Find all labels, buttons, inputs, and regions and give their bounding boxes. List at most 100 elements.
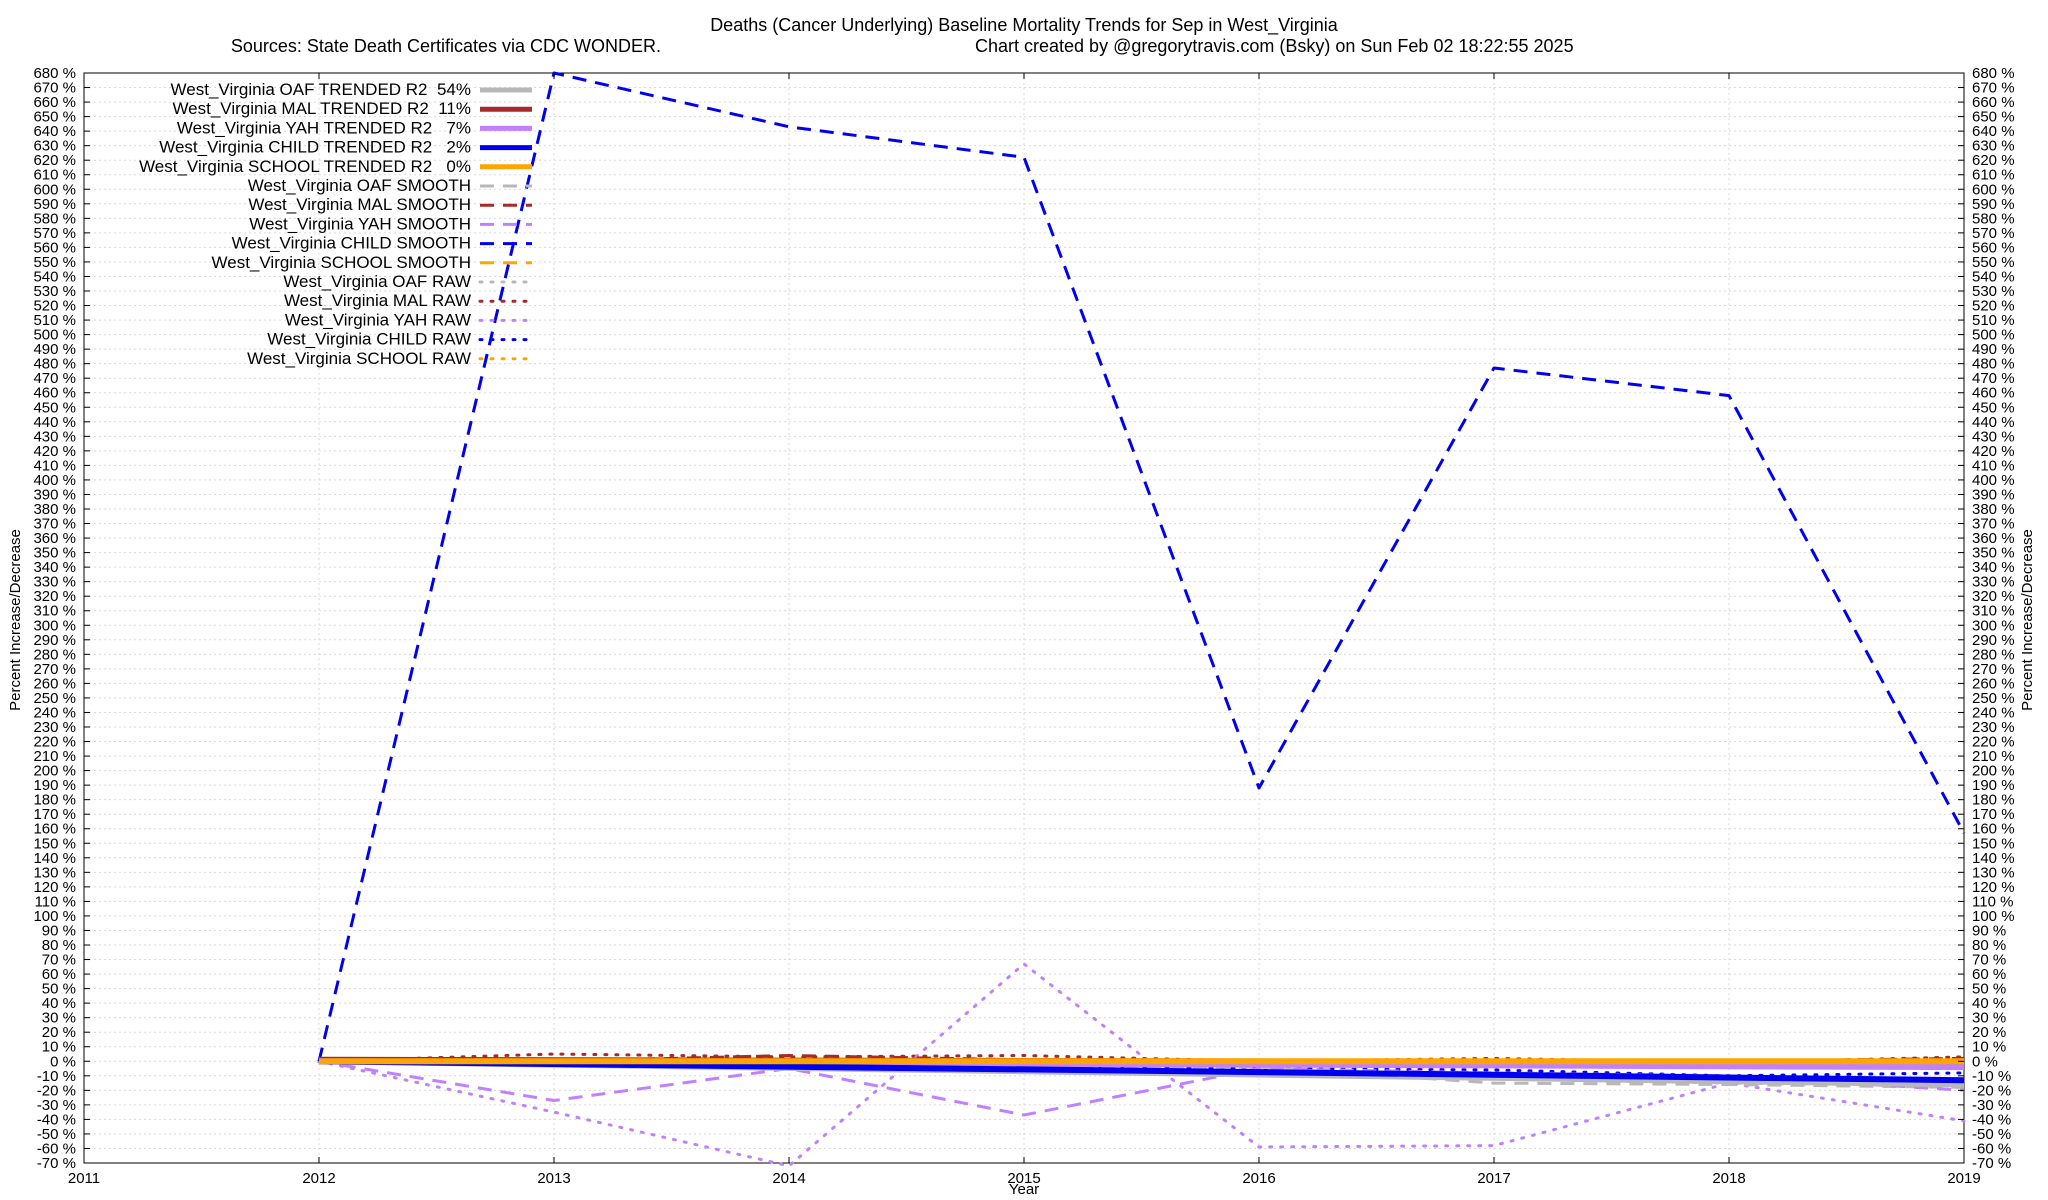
y-tick-label-left: 420 % (33, 443, 76, 460)
y-tick-label-left: 580 % (33, 210, 76, 227)
y-tick-label-left: 450 % (33, 399, 76, 416)
y-tick-label-right: 20 % (1972, 1024, 2006, 1041)
y-tick-label-right: 0 % (1972, 1053, 1998, 1070)
y-tick-label-left: 570 % (33, 225, 76, 242)
y-tick-label-right: 170 % (1972, 806, 2015, 823)
y-tick-label-left: 630 % (33, 138, 76, 155)
series-lines (317, 71, 1966, 1168)
x-tick-label: 2013 (537, 1170, 570, 1187)
y-tick-label-right: 200 % (1972, 763, 2015, 780)
y-tick-label-right: 250 % (1972, 690, 2015, 707)
y-tick-label-right: 320 % (1972, 588, 2015, 605)
series-line-west-virginia-child-trended-r2-2 (318, 1058, 1965, 1084)
legend-label-west-virginia-oaf-trended-r2-54: West_Virginia OAF TRENDED R2 54% (171, 80, 471, 99)
y-tick-label-left: 180 % (33, 792, 76, 809)
y-tick-label-right: 270 % (1972, 661, 2015, 678)
y-tick-label-left: 270 % (33, 661, 76, 678)
y-tick-label-left: 550 % (33, 254, 76, 271)
y-tick-label-right: 600 % (1972, 181, 2015, 198)
y-tick-label-right: 580 % (1972, 210, 2015, 227)
y-tick-label-right: 30 % (1972, 1010, 2006, 1027)
legend-label-west-virginia-oaf-smooth: West_Virginia OAF SMOOTH (248, 176, 471, 195)
y-tick-label-left: 80 % (42, 937, 76, 954)
y-tick-label-right: 570 % (1972, 225, 2015, 242)
y-tick-label-left: 620 % (33, 152, 76, 169)
y-tick-label-left: 560 % (33, 239, 76, 256)
y-tick-label-left: 330 % (33, 574, 76, 591)
y-tick-label-left: -20 % (37, 1082, 76, 1099)
y-axis-title-left: Percent Increase/Decrease (7, 529, 24, 711)
y-tick-label-left: -30 % (37, 1097, 76, 1114)
y-tick-label-left: 480 % (33, 356, 76, 373)
x-tick-label: 2015 (1007, 1170, 1040, 1187)
y-tick-label-left: 140 % (33, 850, 76, 867)
y-tick-label-right: 340 % (1972, 559, 2015, 576)
y-tick-label-right: 480 % (1972, 356, 2015, 373)
chart-source-note: Sources: State Death Certificates via CD… (231, 36, 661, 56)
y-tick-label-right: 350 % (1972, 545, 2015, 562)
y-tick-label-right: 410 % (1972, 457, 2015, 474)
y-tick-label-right: 140 % (1972, 850, 2015, 867)
y-tick-label-right: 460 % (1972, 385, 2015, 402)
y-tick-label-right: 300 % (1972, 617, 2015, 634)
y-tick-label-left: 150 % (33, 835, 76, 852)
y-tick-label-right: 590 % (1972, 196, 2015, 213)
y-tick-label-right: 450 % (1972, 399, 2015, 416)
y-tick-label-right: 630 % (1972, 138, 2015, 155)
y-tick-label-left: 110 % (35, 893, 76, 910)
y-tick-label-left: 280 % (33, 646, 76, 663)
y-tick-label-left: 290 % (33, 632, 76, 649)
legend-label-west-virginia-mal-raw: West_Virginia MAL RAW (284, 291, 471, 310)
y-tick-label-left: 200 % (33, 763, 76, 780)
y-tick-label-right: 70 % (1972, 952, 2006, 969)
y-tick-label-left: 410 % (33, 457, 76, 474)
y-tick-label-left: 320 % (33, 588, 76, 605)
y-tick-label-right: 380 % (1972, 501, 2015, 518)
x-tick-label: 2014 (772, 1170, 805, 1187)
y-tick-label-right: 430 % (1972, 428, 2015, 445)
legend-label-west-virginia-yah-raw: West_Virginia YAH RAW (285, 310, 471, 329)
y-tick-label-right: 240 % (1972, 704, 2015, 721)
legend: West_Virginia OAF TRENDED R2 54%West_Vir… (139, 80, 534, 368)
y-tick-label-left: 160 % (33, 821, 76, 838)
y-tick-label-left: 390 % (33, 486, 76, 503)
y-tick-label-right: 530 % (1972, 283, 2015, 300)
y-tick-label-left: 190 % (33, 777, 76, 794)
y-axis-title-right: Percent Increase/Decrease (2019, 529, 2036, 711)
y-tick-label-right: 560 % (1972, 239, 2015, 256)
y-tick-label-left: 370 % (33, 516, 76, 533)
y-tick-label-left: 650 % (33, 109, 76, 126)
y-tick-label-left: -60 % (37, 1140, 76, 1157)
y-tick-label-right: 510 % (1972, 312, 2015, 329)
y-tick-label-left: 230 % (33, 719, 76, 736)
y-tick-label-left: 430 % (33, 428, 76, 445)
chart-title: Deaths (Cancer Underlying) Baseline Mort… (710, 15, 1339, 36)
y-tick-label-left: 60 % (42, 966, 76, 983)
y-tick-label-right: 610 % (1972, 167, 2015, 184)
y-tick-label-right: 420 % (1972, 443, 2015, 460)
y-tick-label-left: 670 % (33, 80, 76, 97)
y-tick-label-right: 680 % (1972, 65, 2015, 82)
y-tick-label-right: 230 % (1972, 719, 2015, 736)
y-tick-label-left: 10 % (42, 1039, 76, 1056)
series-line-west-virginia-child-smooth (317, 71, 1966, 1062)
legend-label-west-virginia-mal-trended-r2-11: West_Virginia MAL TRENDED R2 11% (172, 99, 471, 118)
y-tick-label-right: 280 % (1972, 646, 2015, 663)
y-tick-label-left: 460 % (33, 385, 76, 402)
y-tick-label-left: 90 % (42, 922, 76, 939)
y-tick-label-left: 240 % (33, 704, 76, 721)
y-tick-label-left: 350 % (33, 545, 76, 562)
y-tick-label-left: 470 % (33, 370, 76, 387)
y-tick-label-right: 330 % (1972, 574, 2015, 591)
y-tick-label-right: 520 % (1972, 298, 2015, 315)
y-tick-label-left: 20 % (42, 1024, 76, 1041)
y-tick-label-right: 440 % (1972, 414, 2015, 431)
x-tick-label: 2016 (1242, 1170, 1275, 1187)
y-tick-label-right: 80 % (1972, 937, 2006, 954)
y-tick-label-right: 470 % (1972, 370, 2015, 387)
y-tick-label-right: 220 % (1972, 734, 2015, 751)
y-tick-label-right: 670 % (1972, 80, 2015, 97)
y-tick-label-left: 440 % (33, 414, 76, 431)
